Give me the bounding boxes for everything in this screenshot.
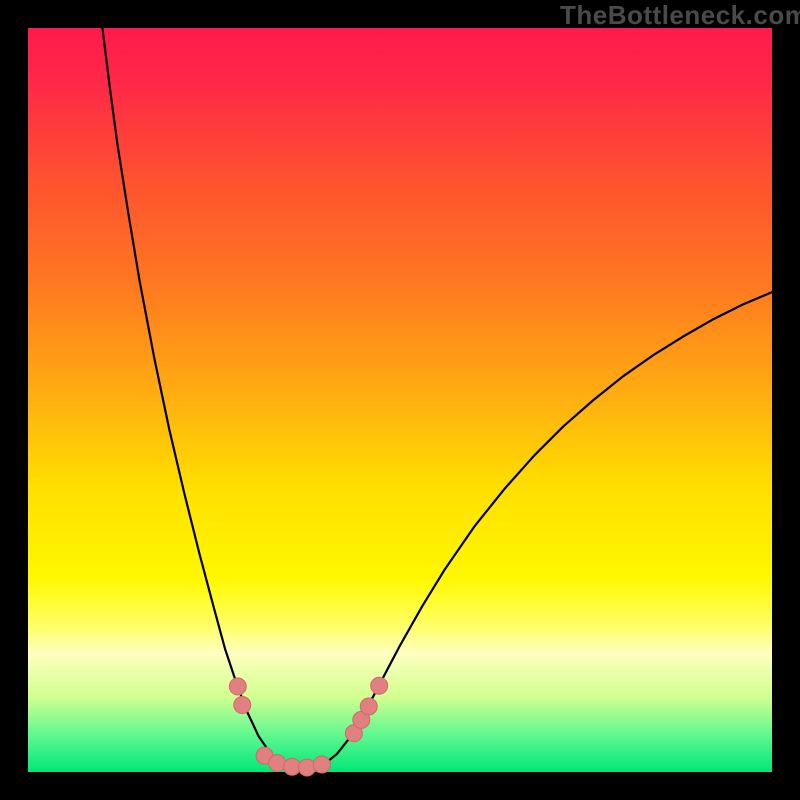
curve-marker [299,759,316,776]
curve-marker [371,677,388,694]
bottleneck-chart [0,0,800,800]
curve-marker [360,698,377,715]
curve-marker [234,697,251,714]
curve-marker [229,678,246,695]
curve-marker [313,756,330,773]
gradient-background [28,28,772,772]
watermark-text: TheBottleneck.com [560,0,800,31]
curve-marker [269,755,286,772]
